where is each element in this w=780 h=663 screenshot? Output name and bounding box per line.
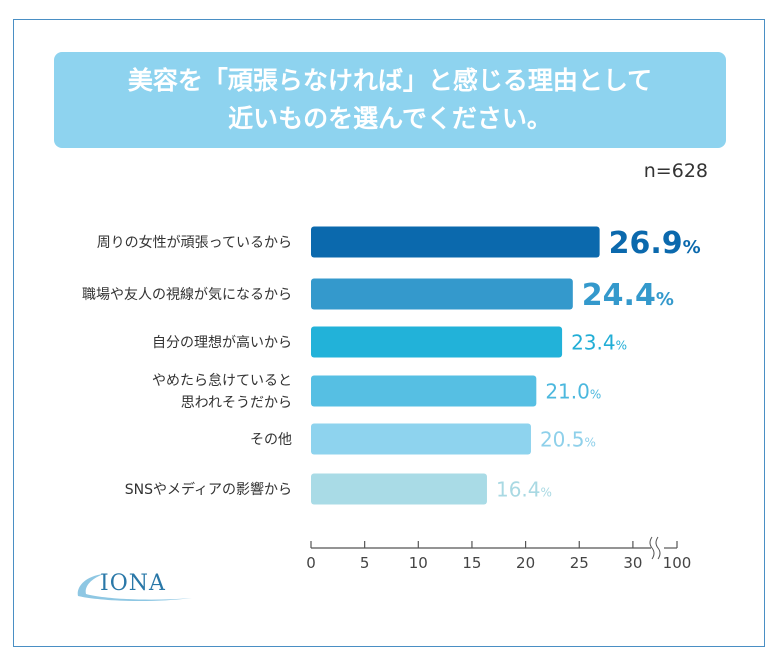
bar bbox=[311, 473, 487, 505]
x-tick-label: 25 bbox=[570, 554, 589, 572]
percent-unit: % bbox=[656, 289, 674, 310]
x-tick-label: 15 bbox=[462, 554, 481, 572]
title-line-2: 近いものを選んでください。 bbox=[228, 104, 552, 133]
bar bbox=[311, 423, 531, 455]
x-tick-label: 30 bbox=[623, 554, 642, 572]
percent-unit: % bbox=[683, 237, 701, 258]
bar bbox=[311, 326, 563, 358]
value-label: 21.0% bbox=[545, 379, 601, 403]
title-line-1: 美容を「頑張らなければ」と感じる理由として bbox=[127, 66, 653, 95]
value-label: 24.4% bbox=[582, 278, 674, 313]
x-tick-label: 5 bbox=[360, 554, 370, 572]
x-tick-label: 100 bbox=[663, 554, 692, 572]
bar bbox=[311, 226, 600, 258]
value-label: 26.9% bbox=[609, 226, 701, 261]
category-label: やめたら怠けていると bbox=[152, 373, 292, 389]
bar bbox=[311, 278, 573, 310]
percent-unit: % bbox=[590, 387, 601, 401]
bar bbox=[311, 375, 537, 407]
percent-unit: % bbox=[616, 338, 627, 352]
category-label: 周りの女性が頑張っているから bbox=[97, 234, 292, 251]
category-label: その他 bbox=[250, 432, 292, 448]
sample-size: n=628 bbox=[643, 160, 708, 182]
value-label: 16.4% bbox=[496, 477, 552, 501]
value-label: 20.5% bbox=[540, 427, 596, 451]
category-label: 職場や友人の視線が気になるから bbox=[82, 287, 292, 303]
percent-unit: % bbox=[541, 485, 552, 499]
category-label: 思われそうだから bbox=[181, 395, 292, 411]
value-label: 23.4% bbox=[571, 330, 627, 354]
axis-break-mark bbox=[649, 536, 661, 560]
x-tick-label: 0 bbox=[306, 554, 316, 572]
x-tick-label: 10 bbox=[409, 554, 428, 572]
iona-logo: IONA bbox=[100, 571, 166, 596]
category-label: SNSやメディアの影響から bbox=[125, 481, 292, 498]
category-label: 自分の理想が高いから bbox=[152, 334, 292, 351]
percent-unit: % bbox=[584, 435, 595, 449]
chart-title: 美容を「頑張らなければ」と感じる理由として 近いものを選んでください。 bbox=[54, 52, 726, 148]
x-tick-label: 20 bbox=[516, 554, 535, 572]
